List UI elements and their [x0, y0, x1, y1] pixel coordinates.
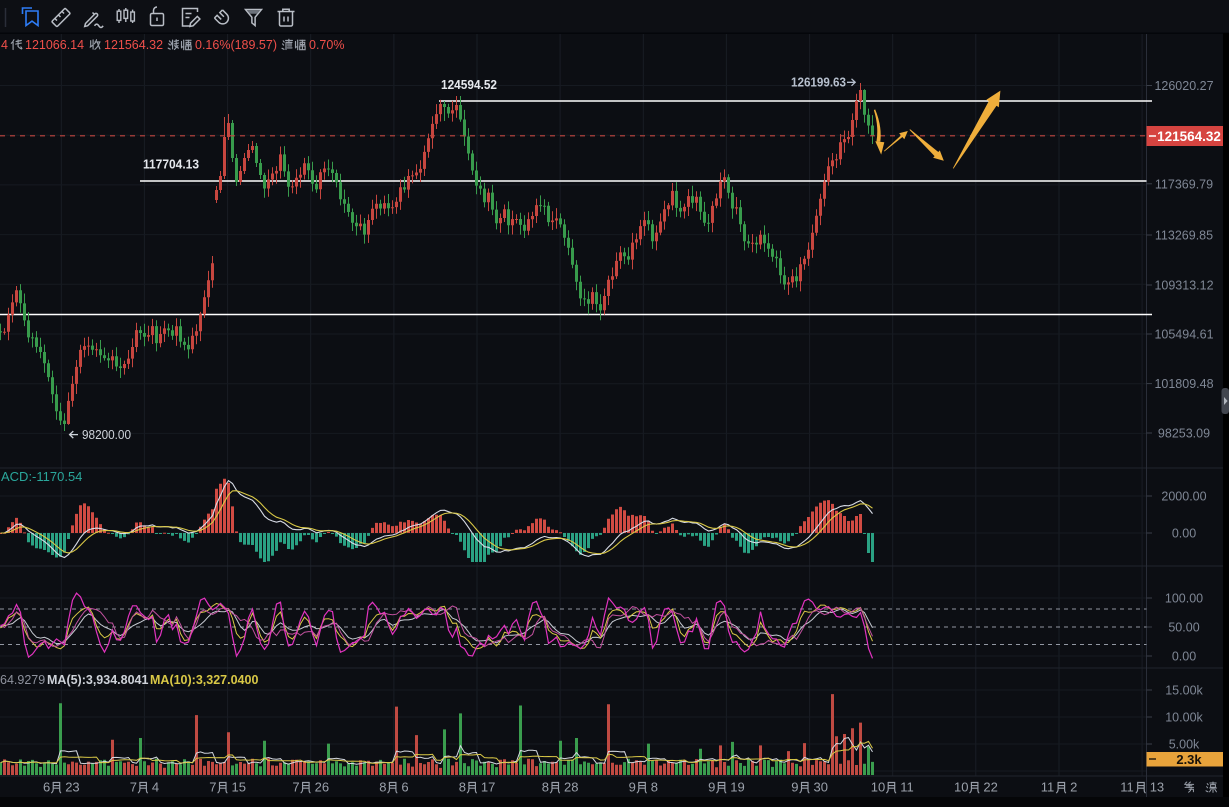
svg-text:113269.85: 113269.85: [1155, 229, 1213, 243]
svg-text:2.3k: 2.3k: [1176, 752, 1202, 767]
svg-text:22: 22: [983, 780, 997, 795]
svg-text:10: 10: [954, 780, 968, 795]
svg-text:9: 9: [629, 780, 636, 795]
svg-text:19: 19: [730, 780, 744, 795]
svg-text:ACD:-1170.54: ACD:-1170.54: [1, 469, 82, 484]
svg-text:MA(5):3,934.8041: MA(5):3,934.8041: [47, 673, 148, 687]
svg-text:2: 2: [1070, 780, 1077, 795]
svg-text:121564.32: 121564.32: [104, 38, 163, 52]
svg-text:7: 7: [292, 780, 299, 795]
svg-text:0.00: 0.00: [1172, 527, 1196, 541]
svg-text:7: 7: [130, 780, 137, 795]
svg-text:117369.79: 117369.79: [1155, 177, 1213, 191]
svg-text:0.00: 0.00: [1172, 650, 1196, 664]
svg-text:9: 9: [708, 780, 715, 795]
svg-text:109313.12: 109313.12: [1154, 279, 1213, 293]
svg-text:10.00k: 10.00k: [1165, 711, 1203, 725]
svg-text:11: 11: [1120, 780, 1134, 795]
svg-text:7: 7: [209, 780, 216, 795]
svg-text:11: 11: [900, 780, 914, 795]
svg-text:30: 30: [814, 780, 828, 795]
svg-text:98253.09: 98253.09: [1158, 427, 1210, 441]
svg-text:50.00: 50.00: [1168, 621, 1199, 635]
svg-text:8: 8: [651, 780, 658, 795]
svg-text:10: 10: [871, 780, 885, 795]
svg-text:28: 28: [564, 780, 578, 795]
svg-text:6: 6: [43, 780, 50, 795]
svg-text:11: 11: [1041, 780, 1055, 795]
svg-text:0.16%(189.57): 0.16%(189.57): [195, 38, 277, 52]
svg-text:15.00k: 15.00k: [1165, 684, 1203, 698]
svg-text:121564.32: 121564.32: [1157, 129, 1221, 144]
svg-text:8: 8: [542, 780, 549, 795]
svg-text:8: 8: [379, 780, 386, 795]
svg-text:98200.00: 98200.00: [82, 428, 131, 442]
svg-text:101809.48: 101809.48: [1154, 377, 1213, 391]
svg-text:105494.61: 105494.61: [1154, 328, 1213, 342]
svg-text:126199.63: 126199.63: [791, 76, 846, 90]
svg-text:4: 4: [1, 38, 8, 52]
svg-text:26: 26: [315, 780, 329, 795]
svg-text:8: 8: [459, 780, 466, 795]
svg-text:121066.14: 121066.14: [25, 38, 84, 52]
svg-text:9: 9: [791, 780, 798, 795]
svg-text:4: 4: [152, 780, 159, 795]
svg-text:64.9279: 64.9279: [0, 673, 45, 687]
svg-text:117704.13: 117704.13: [143, 158, 199, 172]
svg-text:13: 13: [1150, 780, 1164, 795]
svg-text:MA(10):3,327.0400: MA(10):3,327.0400: [150, 673, 258, 687]
svg-text:124594.52: 124594.52: [441, 78, 497, 92]
svg-text:5.00k: 5.00k: [1169, 738, 1200, 752]
svg-text:6: 6: [401, 780, 408, 795]
svg-text:2000.00: 2000.00: [1161, 490, 1206, 504]
svg-text:0.70%: 0.70%: [309, 38, 344, 52]
svg-text:23: 23: [65, 780, 79, 795]
svg-text:17: 17: [481, 780, 495, 795]
svg-text:15: 15: [232, 780, 246, 795]
svg-text:126020.27: 126020.27: [1154, 79, 1213, 93]
svg-text:100.00: 100.00: [1165, 592, 1203, 606]
